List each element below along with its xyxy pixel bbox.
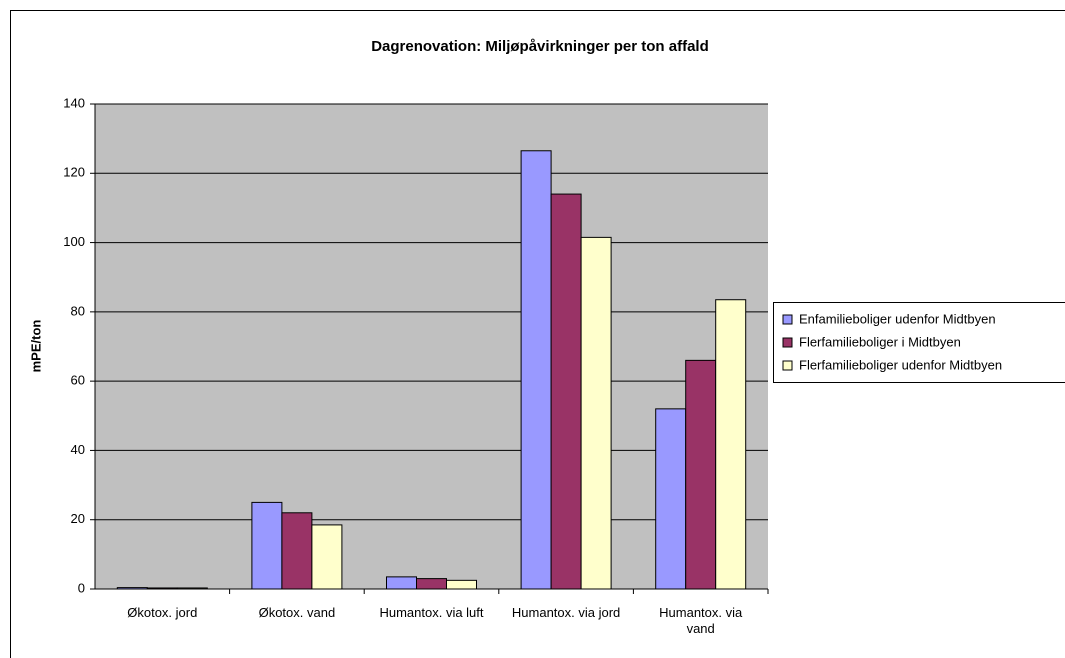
y-tick-label: 80 xyxy=(71,303,85,318)
x-tick-label: Humantox. via jord xyxy=(511,605,621,620)
y-tick-label: 40 xyxy=(71,442,85,457)
y-tick-label: 0 xyxy=(78,580,85,595)
y-tick-label: 120 xyxy=(63,165,85,180)
legend-swatch xyxy=(782,360,793,371)
legend-box xyxy=(773,302,1065,383)
legend-label: Enfamilieboliger udenfor Midtbyen xyxy=(799,311,996,326)
bar xyxy=(386,576,417,590)
x-tick-label: Økotox. vand xyxy=(258,605,336,620)
bar xyxy=(715,299,747,590)
bar xyxy=(580,236,612,590)
bar xyxy=(655,408,687,590)
legend-label: Flerfamilieboliger udenfor Midtbyen xyxy=(799,357,1002,372)
legend-swatch xyxy=(782,314,793,325)
bar xyxy=(416,578,447,590)
x-tick-label: Økotox. jord xyxy=(127,605,198,620)
y-tick-label: 20 xyxy=(71,511,85,526)
y-tick-label: 140 xyxy=(63,95,85,110)
y-axis-title: mPE/ton xyxy=(28,320,43,373)
bar xyxy=(520,150,552,590)
legend-swatch xyxy=(782,337,793,348)
y-tick-label: 60 xyxy=(71,373,85,388)
bar xyxy=(251,501,283,590)
bar xyxy=(550,193,582,590)
bar xyxy=(281,512,313,590)
bar xyxy=(311,524,343,590)
bar xyxy=(446,579,477,590)
x-tick-label: Humantox. via luft xyxy=(379,605,484,620)
legend-label: Flerfamilieboliger i Midtbyen xyxy=(799,334,961,349)
y-tick-label: 100 xyxy=(63,234,85,249)
chart-title: Dagrenovation: Miljøpåvirkninger per ton… xyxy=(371,38,709,55)
bar xyxy=(685,359,717,590)
x-tick-label: Humantox. via vand xyxy=(659,605,743,636)
